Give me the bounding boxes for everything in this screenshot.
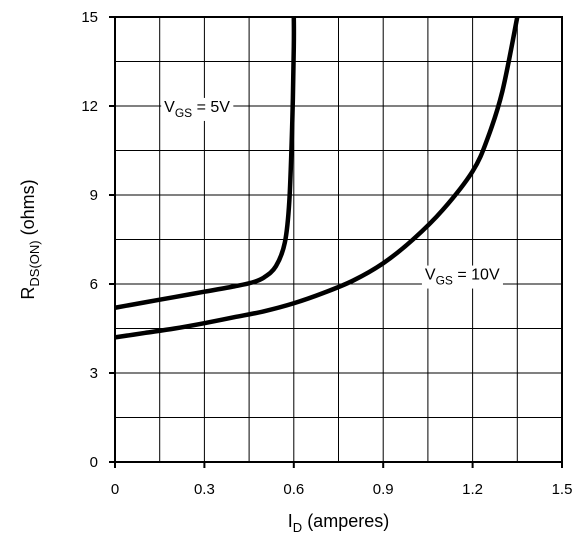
x-tick-label: 0.6 bbox=[283, 481, 304, 498]
y-tick-label: 9 bbox=[90, 187, 98, 204]
y-axis-label-sub: DS(ON) bbox=[27, 240, 42, 286]
tick-marks bbox=[109, 16, 563, 468]
x-axis-label-rest: (amperes) bbox=[302, 511, 389, 531]
y-tick-label: 12 bbox=[81, 98, 98, 115]
annotation-background bbox=[161, 97, 234, 121]
grid-lines bbox=[115, 17, 562, 462]
annotation-sub: GS bbox=[436, 274, 453, 288]
annotation-sub: GS bbox=[175, 106, 192, 120]
series-line-vgs5 bbox=[114, 16, 297, 310]
annotation-rest: = 5V bbox=[192, 99, 230, 116]
y-axis-label-main: R bbox=[18, 287, 38, 300]
annotation-main: V bbox=[164, 99, 175, 116]
x-tick-label: 1.5 bbox=[552, 481, 573, 498]
plot-frame bbox=[114, 16, 563, 463]
x-axis-label: ID (amperes) bbox=[288, 511, 389, 535]
y-tick-label: 0 bbox=[90, 454, 98, 471]
y-tick-label: 15 bbox=[81, 9, 98, 26]
y-axis-label: RDS(ON) (ohms) bbox=[18, 179, 42, 299]
annotation-rest: = 10V bbox=[453, 267, 500, 284]
y-tick-label: 3 bbox=[90, 365, 98, 382]
annotation-vgs5-label: VGS = 5V bbox=[164, 99, 230, 120]
x-tick-label: 0.9 bbox=[373, 481, 394, 498]
annotation-vgs10-label: VGS = 10V bbox=[425, 267, 500, 288]
data-series bbox=[114, 16, 520, 340]
annotation-background bbox=[421, 265, 503, 289]
x-tick-label: 1.2 bbox=[462, 481, 483, 498]
x-tick-label: 0.3 bbox=[194, 481, 215, 498]
y-axis-label-rest: (ohms) bbox=[18, 179, 38, 240]
x-axis-label-sub: D bbox=[293, 520, 302, 535]
x-tick-label: 0 bbox=[111, 481, 119, 498]
y-tick-label: 6 bbox=[90, 276, 98, 293]
series-line-vgs10 bbox=[114, 16, 520, 340]
x-axis-label-main: I bbox=[288, 511, 293, 531]
tick-labels: 0 0.3 0.6 0.9 1.2 1.5 0 3 6 9 12 15 bbox=[81, 9, 572, 498]
annotation-main: V bbox=[425, 267, 436, 284]
